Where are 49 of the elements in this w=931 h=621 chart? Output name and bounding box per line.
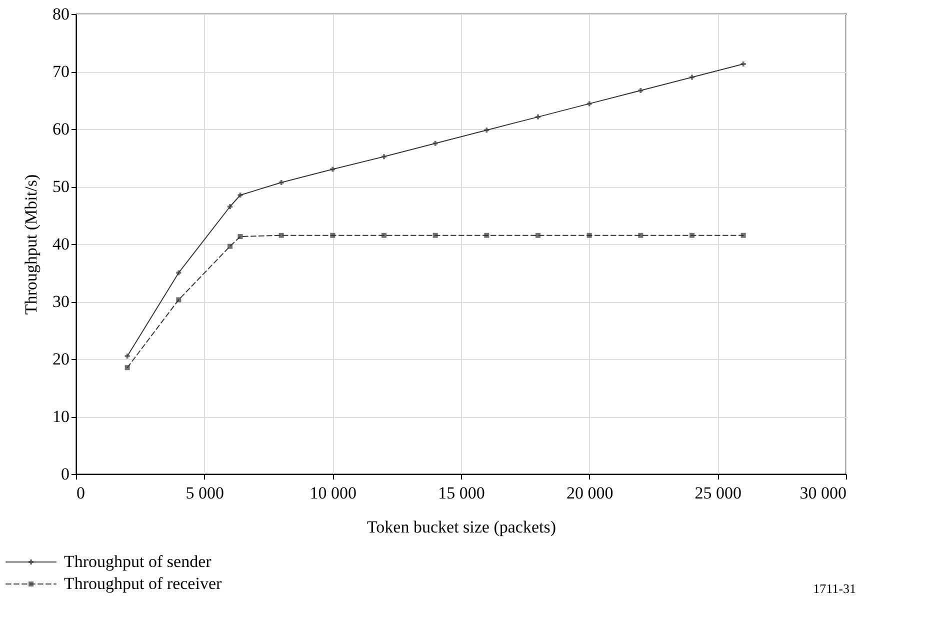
legend-label: Throughput of sender — [64, 552, 212, 571]
point — [330, 166, 336, 172]
y-tick-label: 40 — [52, 234, 70, 254]
x-tick-label: 10 000 — [310, 484, 357, 502]
point — [638, 88, 644, 93]
point — [238, 192, 243, 198]
point — [176, 270, 182, 276]
text: 1711-31 — [813, 581, 856, 596]
point — [124, 365, 130, 370]
y-tick-label: 50 — [52, 177, 70, 196]
y-axis-title: Throughput (Mbit/s) — [22, 174, 40, 315]
point — [690, 232, 694, 238]
y-tick-label: 30 — [52, 292, 70, 311]
point — [382, 154, 386, 160]
y-tick-label: 20 — [52, 350, 70, 368]
x-tick-label: 20 000 — [566, 484, 614, 502]
point — [176, 297, 182, 302]
point — [432, 232, 438, 238]
point — [536, 232, 540, 238]
point — [330, 232, 336, 238]
legend-label: Throughput of receiver — [64, 574, 222, 593]
y-tick-label: 70 — [52, 62, 70, 81]
point — [278, 232, 284, 238]
x-axis-title: Token bucket size (packets) — [366, 518, 556, 536]
point — [124, 354, 130, 359]
point — [382, 232, 386, 238]
point — [638, 232, 644, 238]
point — [536, 114, 540, 120]
point — [740, 232, 746, 238]
y-tick-label: 0 — [61, 464, 70, 484]
y-tick-label: 80 — [52, 4, 70, 24]
x-tick-label: 30 000 — [800, 484, 846, 502]
point — [228, 204, 232, 210]
x-tick-label: 0 — [76, 484, 85, 502]
y-tick-label: 60 — [52, 120, 70, 138]
x-tick-label: 15 000 — [438, 484, 485, 502]
point — [278, 180, 284, 185]
y-tick-label: 10 — [52, 407, 70, 426]
point — [432, 140, 438, 146]
x-tick-label: 5 000 — [186, 484, 224, 502]
point — [238, 234, 243, 240]
point — [586, 232, 592, 238]
point — [484, 128, 490, 133]
point — [484, 232, 490, 238]
x-tick-label: 25 000 — [694, 484, 742, 502]
point — [586, 101, 592, 106]
point — [690, 74, 694, 80]
point — [228, 244, 232, 249]
point — [740, 62, 746, 67]
